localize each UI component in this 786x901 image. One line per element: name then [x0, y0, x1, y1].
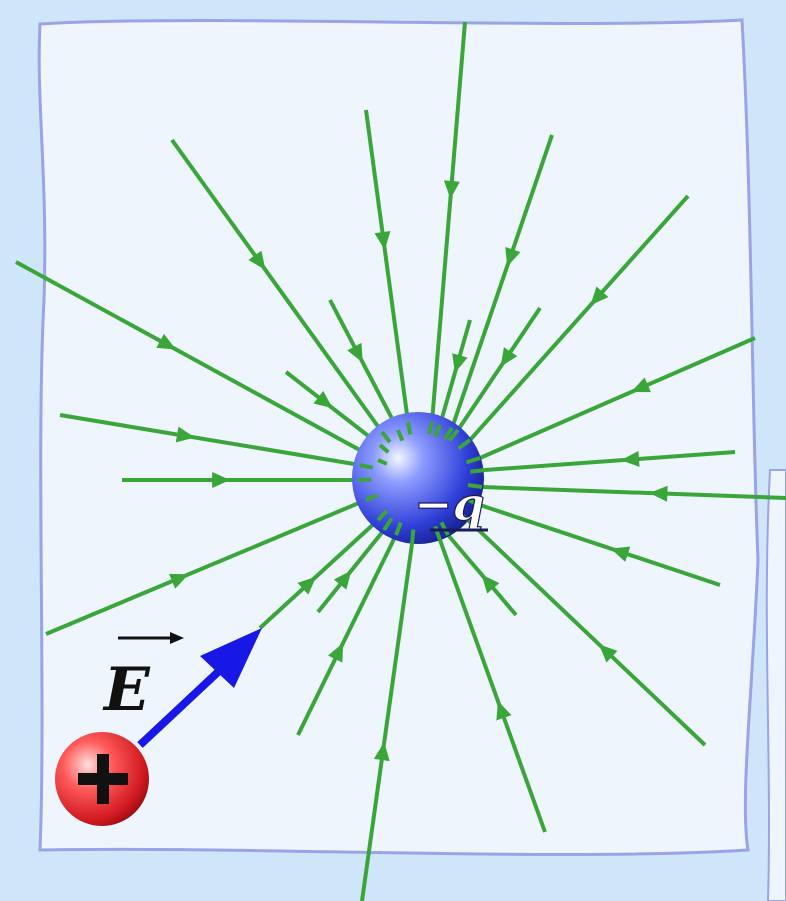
field-line: [59, 413, 361, 467]
field-line-inner: [380, 430, 392, 444]
field-line-arrow-icon: [373, 742, 390, 762]
field-line: [484, 450, 736, 472]
field-line: [296, 534, 398, 736]
field-line: [481, 485, 786, 500]
field-line-arrow-icon: [500, 347, 518, 367]
field-line-arrow-icon: [621, 450, 640, 467]
field-line-inner: [382, 517, 394, 532]
field-line-inner: [455, 509, 470, 522]
field-line-inner: [406, 421, 413, 435]
field-line-arrow-icon: [248, 250, 266, 270]
field-line: [284, 370, 382, 447]
field-line: [170, 138, 384, 434]
field-line-inner: [457, 438, 472, 450]
field-line-arrow-icon: [649, 485, 668, 502]
field-line-arrow-icon: [590, 286, 609, 306]
field-line: [479, 503, 721, 587]
vector-shaft: [137, 669, 221, 748]
field-line: [468, 194, 690, 442]
field-line-inner: [433, 424, 442, 438]
field-line-inner: [365, 493, 379, 502]
field-line-inner: [396, 429, 405, 442]
field-line-arrow-icon: [598, 644, 618, 663]
field-line: [360, 543, 414, 901]
field-line: [328, 299, 400, 431]
field-line-arrow-icon: [347, 342, 363, 363]
field-line-arrow-icon: [374, 231, 391, 250]
field-line-inner: [426, 421, 434, 435]
field-line: [479, 336, 756, 460]
field-line: [450, 134, 554, 429]
field-line-arrow-icon: [481, 574, 500, 594]
field-line-arrow-icon: [610, 546, 631, 562]
field-line: [466, 518, 707, 747]
field-vector: E: [102, 628, 262, 748]
arrow-icon: [200, 628, 262, 688]
field-line: [364, 109, 410, 423]
field-line-arrow-icon: [212, 472, 231, 488]
field-line-inner: [359, 463, 374, 470]
sheet-back: [765, 469, 786, 901]
field-line-inner: [470, 468, 486, 474]
field-line-inner: [376, 509, 389, 522]
field-line-arrow-icon: [452, 353, 468, 373]
field-line: [45, 498, 367, 636]
field-line-inner: [377, 458, 388, 466]
field-line-arrow-icon: [297, 576, 317, 595]
field-line-arrow-icon: [333, 570, 352, 590]
field-line-inner: [465, 497, 481, 507]
field-vector-label: E: [102, 655, 151, 725]
field-line-arrow-icon: [443, 180, 460, 199]
field-line-arrow-icon: [169, 573, 189, 589]
field-lines: [15, 21, 786, 901]
field-line: [258, 518, 380, 630]
field-line-arrow-icon: [328, 642, 344, 663]
field-line-arrow-icon: [631, 377, 651, 393]
field-line-inner: [394, 521, 403, 536]
field-line-inner: [442, 426, 454, 441]
field-line-inner: [447, 428, 460, 442]
test-charge: +: [55, 732, 149, 826]
field-line-inner: [378, 443, 390, 454]
plus-sign-vertical: [97, 754, 109, 804]
field-lines-overlay: [357, 421, 486, 545]
field-line-inner: [467, 483, 483, 489]
field-line: [438, 539, 547, 833]
field-line-arrow-icon: [505, 246, 521, 267]
field-line-arrow-icon: [156, 333, 176, 350]
vector-overbar-arrow-icon: [170, 632, 184, 644]
field-line-arrow-icon: [313, 390, 333, 409]
field-line-inner: [465, 456, 481, 465]
central-charge-label: −q: [414, 477, 485, 531]
field-line: [456, 306, 542, 432]
field-line-inner: [410, 529, 416, 545]
field-line-arrow-icon: [175, 426, 195, 443]
field-line: [430, 21, 467, 423]
field-line-arrow-icon: [496, 700, 512, 721]
field-line: [15, 260, 379, 462]
